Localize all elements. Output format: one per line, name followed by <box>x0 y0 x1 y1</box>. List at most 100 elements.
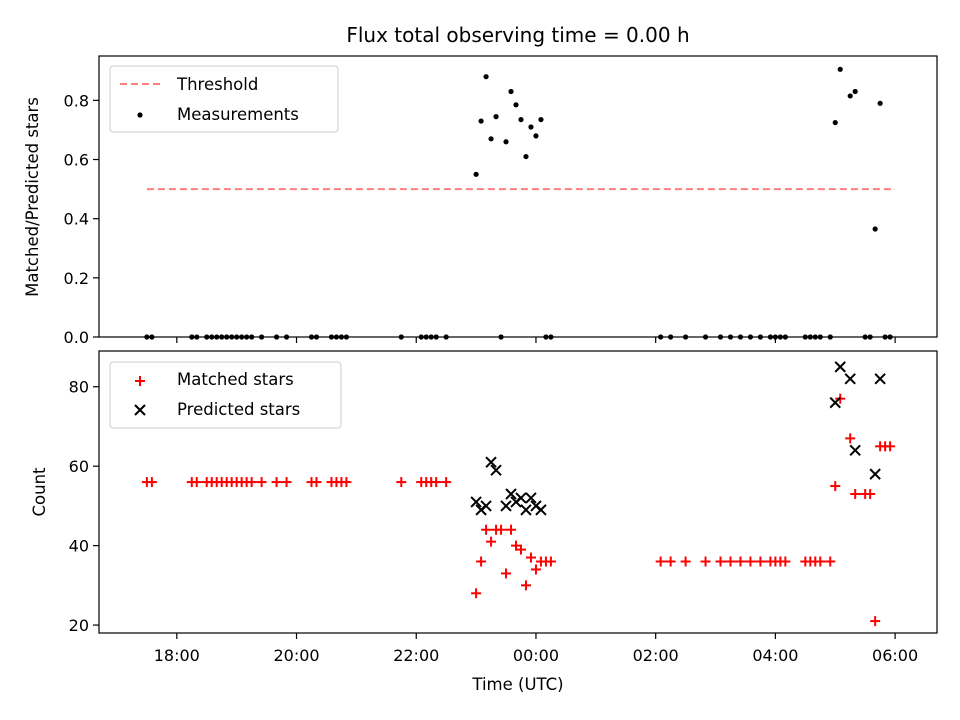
bottom-x-tick-label: 20:00 <box>273 646 319 665</box>
matched-star-point <box>146 477 157 488</box>
bottom-legend-box <box>109 361 342 429</box>
top-y-tick-label: 0.2 <box>64 269 89 288</box>
matched-star-point <box>745 556 756 567</box>
matched-star-point <box>515 544 526 555</box>
predicted-star-point <box>535 504 547 516</box>
measurement-point <box>528 124 534 130</box>
top-axes-frame <box>98 55 938 338</box>
bottom-axes-frame <box>98 350 938 634</box>
matched-star-point <box>865 488 876 499</box>
matched-star-point <box>441 477 452 488</box>
measurement-point <box>852 88 858 95</box>
measurement-point <box>513 102 519 108</box>
measurement-point <box>503 139 509 145</box>
predicted-star-point <box>505 488 517 500</box>
matched-star-point <box>486 536 497 547</box>
measurement-point <box>872 226 878 232</box>
matched-star-point <box>341 477 352 488</box>
top-plot-title: Flux total observing time = 0.00 h <box>346 23 689 47</box>
bottom-y-tick-label: 80 <box>69 378 89 397</box>
matched-star-point <box>506 524 517 535</box>
measurement-point <box>538 116 544 123</box>
measurement-point <box>533 133 539 139</box>
matched-star-point <box>471 588 482 599</box>
matched-star-point <box>655 556 666 567</box>
predicted-star-point <box>485 456 497 468</box>
predicted-star-point <box>874 373 886 385</box>
predicted-star-point <box>869 468 881 480</box>
bottom-y-ticks: 20 40 60 80 <box>69 378 99 635</box>
matched-star-point <box>735 556 746 567</box>
legend-measurements-swatch <box>137 112 143 118</box>
bottom-y-tick-label: 20 <box>69 616 89 635</box>
legend-measurements-label: Measurements <box>177 105 299 124</box>
predicted-star-point <box>515 492 527 504</box>
measurement-point <box>493 114 499 120</box>
bottom-x-axis-label: Time (UTC) <box>471 675 563 694</box>
bottom-x-tick-label: 06:00 <box>872 646 918 665</box>
top-y-ticks: 0.0 0.2 0.4 0.6 0.8 <box>64 91 99 347</box>
predicted-star-point <box>829 396 841 409</box>
measurement-point <box>847 93 853 99</box>
matched-star-point <box>725 556 736 567</box>
measurement-point <box>877 100 883 106</box>
measurement-point <box>483 74 489 80</box>
legend-predicted-swatch <box>134 404 146 416</box>
predicted-star-point <box>470 496 482 508</box>
matched-star-point <box>271 477 282 488</box>
matched-star-point <box>481 524 492 535</box>
predicted-star-point <box>520 504 532 516</box>
predicted-star-point <box>844 373 856 385</box>
matched-star-point <box>191 477 202 488</box>
legend-matched-label: Matched stars <box>177 370 294 389</box>
legend-matched-swatch <box>135 376 145 386</box>
top-x-ticks <box>176 337 896 343</box>
bottom-x-ticks: 18:00 20:00 22:00 00:00 02:00 04:00 06:00 <box>154 633 918 665</box>
matched-star-point <box>815 556 826 567</box>
top-legend: Threshold Measurements <box>109 65 339 133</box>
matched-star-point <box>496 524 507 535</box>
top-y-axis-label: Matched/Predicted stars <box>23 97 42 297</box>
matched-star-point <box>246 477 257 488</box>
matched-star-point <box>780 556 791 567</box>
top-legend-box <box>109 65 339 133</box>
matched-star-point <box>545 556 556 567</box>
bottom-x-tick-label: 02:00 <box>633 646 679 665</box>
bottom-axes: 20 40 60 80 18:00 20:00 22:00 00:00 02:00 04:00 0… <box>69 350 938 665</box>
matched-star-point <box>501 568 512 579</box>
predicted-star-point <box>834 361 846 373</box>
predicted-star-point <box>525 492 537 504</box>
star-count-points <box>141 361 896 627</box>
measurement-point <box>488 136 494 142</box>
top-y-tick-label: 0.6 <box>64 151 89 170</box>
legend-predicted-label: Predicted stars <box>177 400 300 419</box>
predicted-star-point <box>500 500 512 512</box>
matched-star-point <box>665 556 676 567</box>
matched-star-point <box>520 580 531 591</box>
measurement-point <box>518 116 524 123</box>
matched-star-point <box>680 556 691 567</box>
matched-star-point <box>845 433 856 444</box>
bottom-x-tick-label: 22:00 <box>393 646 439 665</box>
predicted-star-point <box>849 444 861 457</box>
matched-star-point <box>281 477 292 488</box>
predicted-star-point <box>490 464 502 476</box>
measurement-point <box>832 119 838 126</box>
matched-star-point <box>530 564 541 575</box>
measurement-point <box>523 153 529 160</box>
measurement-point <box>508 88 514 95</box>
matched-star-point <box>850 488 861 499</box>
bottom-y-tick-label: 40 <box>69 537 89 556</box>
measurement-point <box>837 66 843 72</box>
matched-star-point <box>825 556 836 567</box>
bottom-y-tick-label: 60 <box>69 457 89 476</box>
matched-star-point <box>885 441 896 452</box>
bottom-legend: Matched stars Predicted stars <box>109 361 342 429</box>
matched-star-point <box>256 477 267 488</box>
measurement-point <box>473 171 479 177</box>
matched-star-point <box>715 556 726 567</box>
matched-star-point <box>396 477 407 488</box>
bottom-y-axis-label: Count <box>30 467 49 517</box>
matched-star-point <box>311 477 322 488</box>
